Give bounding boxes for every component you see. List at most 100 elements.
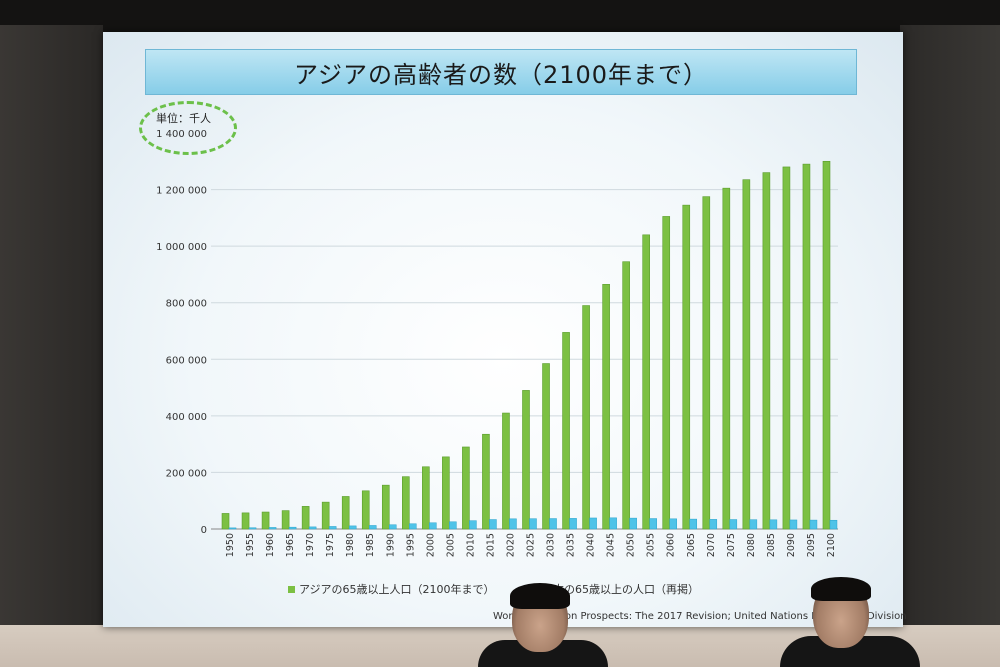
x-tick-label: 2085 xyxy=(766,533,777,557)
bar-japan-1995 xyxy=(409,523,417,530)
legend-label-asia: アジアの65歳以上人口（2100年まで） xyxy=(299,583,495,596)
x-tick-label: 1980 xyxy=(345,533,356,557)
bar-asia-2030 xyxy=(542,363,550,530)
bar-japan-2040 xyxy=(589,517,597,530)
bar-asia-2080 xyxy=(742,179,751,530)
x-tick-label: 2050 xyxy=(626,533,637,557)
x-tick-label: 2075 xyxy=(726,533,737,557)
y-tick-label: 800 000 xyxy=(166,299,207,310)
x-tick-label: 1975 xyxy=(325,533,336,557)
bar-asia-1990 xyxy=(381,484,390,530)
bar-japan-2025 xyxy=(529,518,537,530)
bar-japan-2050 xyxy=(629,517,637,530)
bar-asia-2100 xyxy=(822,160,831,530)
bar-asia-1995 xyxy=(402,476,410,530)
bar-japan-2080 xyxy=(749,519,758,530)
bar-japan-2035 xyxy=(569,518,577,530)
unit-label: 単位：千人 xyxy=(156,112,211,125)
x-tick-label: 1995 xyxy=(405,533,416,557)
x-tick-label: 1985 xyxy=(365,533,376,557)
bar-asia-2070 xyxy=(702,196,711,530)
bar-japan-2010 xyxy=(469,520,477,530)
bar-asia-1955 xyxy=(241,512,250,530)
x-tick-label: 2005 xyxy=(445,533,456,557)
x-tick-label: 2065 xyxy=(686,533,697,557)
bar-asia-2035 xyxy=(562,332,570,530)
y-tick-label: 1 000 000 xyxy=(156,242,207,253)
x-tick-label: 1950 xyxy=(225,533,236,557)
bar-japan-1955 xyxy=(248,527,257,530)
x-tick-label: 2020 xyxy=(505,533,516,557)
projector-screen: アジアの高齢者の数（2100年まで） 単位：千人 0 200 000 400 000… xyxy=(103,32,907,627)
x-tick-label: 2030 xyxy=(546,533,557,557)
legend-label-japan: 日本の65歳以上の人口（再掲） xyxy=(542,583,699,596)
bar-japan-2095 xyxy=(809,519,818,530)
bar-asia-2095 xyxy=(802,163,811,530)
room-wall-right xyxy=(900,25,1000,635)
bar-japan-2005 xyxy=(449,521,457,530)
bar-asia-1980 xyxy=(341,496,350,530)
x-tick-label: 2015 xyxy=(485,533,496,557)
bar-japan-2055 xyxy=(649,518,657,530)
bar-asia-1975 xyxy=(321,501,330,530)
bar-asia-2060 xyxy=(662,216,671,530)
bar-asia-2025 xyxy=(522,390,530,530)
bar-asia-1970 xyxy=(301,506,310,530)
x-tick-label: 1955 xyxy=(245,533,256,557)
y-tick-label: 600 000 xyxy=(166,355,207,366)
presenter-left-hair xyxy=(510,583,570,609)
bar-japan-2070 xyxy=(709,519,718,530)
bar-asia-1950 xyxy=(221,513,230,530)
bar-asia-1960 xyxy=(261,511,270,530)
bar-japan-2075 xyxy=(729,519,738,530)
bar-japan-2030 xyxy=(549,518,557,530)
bar-asia-2085 xyxy=(762,172,771,530)
bar-asia-2090 xyxy=(782,166,791,530)
x-tick-label: 2070 xyxy=(706,533,717,557)
x-tick-label: 2000 xyxy=(425,533,436,557)
bar-japan-2020 xyxy=(509,518,517,530)
bar-japan-2085 xyxy=(769,519,778,530)
bar-asia-2000 xyxy=(422,466,430,530)
y-tick-label: 1 400 000 xyxy=(156,129,207,140)
bar-japan-1950 xyxy=(228,527,237,530)
room-ceiling xyxy=(0,0,1000,32)
legend-swatch-asia xyxy=(288,585,295,593)
legend-item-asia: アジアの65歳以上人口（2100年まで） xyxy=(288,581,495,597)
bar-japan-1970 xyxy=(308,526,317,530)
x-tick-label: 2095 xyxy=(806,533,817,557)
bar-asia-2005 xyxy=(442,456,450,530)
bar-asia-2075 xyxy=(722,187,731,530)
y-tick-label: 200 000 xyxy=(166,468,207,479)
x-tick-label: 2035 xyxy=(566,533,577,557)
bar-japan-1980 xyxy=(348,525,357,530)
x-tick-label: 1960 xyxy=(265,533,276,557)
x-tick-label: 2025 xyxy=(526,533,537,557)
bar-japan-2015 xyxy=(489,519,497,530)
bar-asia-2055 xyxy=(642,234,650,530)
bar-asia-2050 xyxy=(622,261,630,530)
x-tick-label: 2040 xyxy=(586,533,597,557)
bar-japan-1975 xyxy=(328,526,337,530)
x-tick-label: 2055 xyxy=(646,533,657,557)
bar-asia-2040 xyxy=(582,305,590,530)
bar-asia-1965 xyxy=(281,510,290,530)
y-tick-label: 1 200 000 xyxy=(156,186,207,197)
bar-asia-2065 xyxy=(682,204,691,530)
bar-japan-1960 xyxy=(268,527,277,530)
bar-asia-2045 xyxy=(602,284,610,530)
bar-asia-2020 xyxy=(502,412,510,530)
x-tick-label: 1965 xyxy=(285,533,296,557)
bar-japan-1985 xyxy=(368,525,377,530)
x-tick-label: 1970 xyxy=(305,533,316,557)
bar-japan-2090 xyxy=(789,519,798,530)
x-tick-label: 2090 xyxy=(786,533,797,557)
y-tick-label: 400 000 xyxy=(166,412,207,423)
bar-japan-2045 xyxy=(609,517,617,530)
bar-japan-1965 xyxy=(288,526,297,530)
bar-japan-2100 xyxy=(829,519,838,530)
bar-chart: 0 200 000 400 000 600 000 800 000 1 000 000 1 … xyxy=(156,129,838,557)
x-tick-label: 2045 xyxy=(606,533,617,557)
bar-asia-2010 xyxy=(462,446,470,530)
bar-japan-2065 xyxy=(689,518,698,530)
